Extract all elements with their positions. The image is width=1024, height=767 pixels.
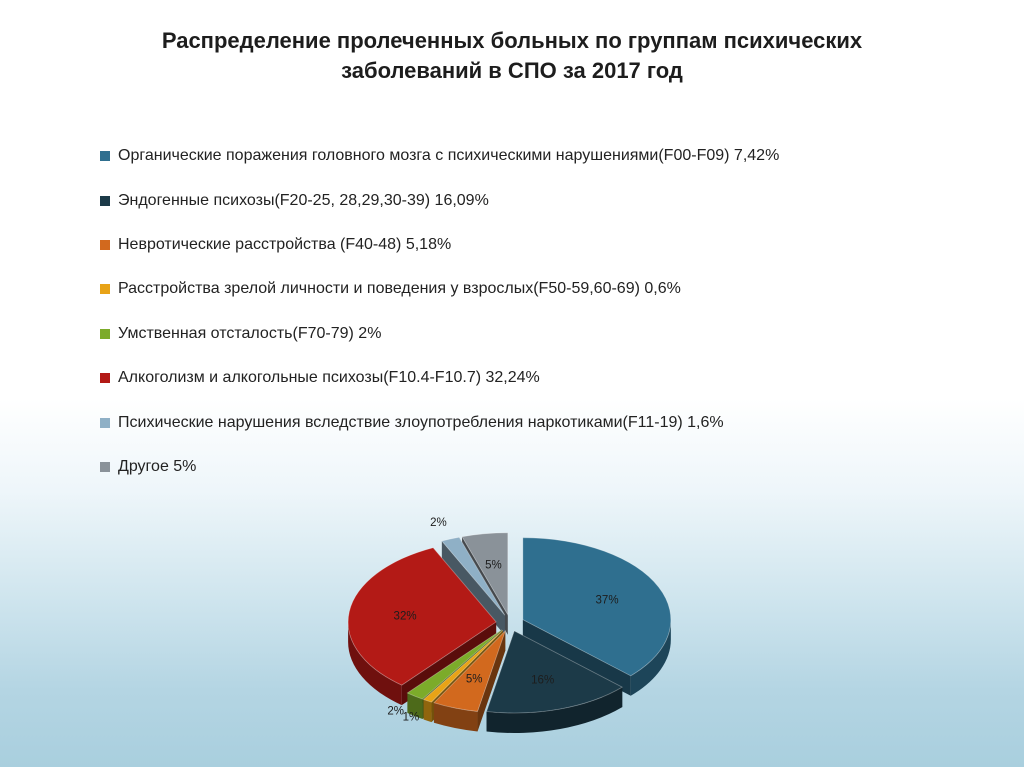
legend-item-neurotic: Невротические расстройства (F40-48) 5,18…	[100, 223, 980, 267]
pie-data-label: 16%	[531, 674, 554, 686]
pie-slice	[461, 532, 509, 617]
pie-slice	[433, 630, 506, 712]
legend-text: Расстройства зрелой личности и поведения…	[118, 280, 681, 298]
legend-swatch	[100, 328, 110, 339]
pie-slice-wall	[441, 540, 505, 636]
pie-data-label: 2%	[387, 706, 404, 718]
legend-swatch	[100, 284, 110, 295]
legend-swatch	[100, 373, 110, 384]
pie-data-label: 5%	[485, 559, 502, 571]
pie-data-label: 32%	[394, 611, 417, 623]
pie-slice-side	[348, 621, 402, 706]
legend-text: Другое 5%	[118, 457, 197, 475]
pie-data-label: 2%	[430, 517, 447, 529]
legend-text: Эндогенные психозы(F20-25, 28,29,30-39) …	[118, 191, 489, 209]
pie-data-label: 1%	[403, 711, 420, 723]
pie-slice	[347, 547, 497, 686]
pie-slice	[441, 536, 506, 616]
legend-swatch	[100, 461, 110, 472]
legend-item-personality: Расстройства зрелой личности и поведения…	[100, 267, 980, 311]
pie-slice-side	[630, 619, 671, 696]
pie-slice	[486, 630, 624, 714]
legend-text: Органические поражения головного мозга с…	[118, 147, 780, 165]
pie-slice-side	[407, 692, 423, 720]
pie-slice-side	[433, 702, 478, 732]
pie-slice-wall	[522, 619, 631, 696]
pie-slice-side	[423, 699, 432, 723]
pie-slice-side	[486, 687, 623, 733]
legend-item-other: Другое 5%	[100, 445, 980, 489]
legend-text: Невротические расстройства (F40-48) 5,18…	[118, 235, 452, 253]
pie-slice	[422, 629, 504, 703]
legend-swatch	[100, 151, 110, 162]
title-line-2: заболеваний в СПО за 2017 год	[341, 58, 683, 83]
pie-slice	[522, 537, 672, 677]
pie-data-label: 5%	[466, 674, 483, 686]
legend-item-drugs: Психические нарушения вследствие злоупот…	[100, 400, 980, 444]
pie-labels: 37%16%5%1%2%32%2%5%	[387, 517, 618, 723]
pie-slice-wall	[407, 629, 502, 713]
pie-tops	[347, 532, 672, 714]
legend-text: Алкоголизм и алкогольные психозы(F10.4-F…	[118, 369, 540, 387]
legend-text: Психические нарушения вследствие злоупот…	[118, 413, 724, 431]
legend-text: Умственная отсталость(F70-79) 2%	[118, 324, 382, 342]
pie-chart: 37%16%5%1%2%32%2%5%	[347, 517, 672, 733]
pie-slice	[406, 629, 503, 700]
slide-title: Распределение пролеченных больных по гру…	[60, 26, 964, 86]
pie-data-label: 37%	[596, 594, 619, 606]
legend: Органические поражения головного мозга с…	[100, 134, 980, 489]
legend-swatch	[100, 417, 110, 428]
legend-swatch	[100, 239, 110, 250]
title-line-1: Распределение пролеченных больных по гру…	[161, 28, 863, 53]
legend-item-mental-retardation: Умственная отсталость(F70-79) 2%	[100, 312, 980, 356]
legend-swatch	[100, 195, 110, 206]
legend-item-organic: Органические поражения головного мозга с…	[100, 134, 980, 178]
legend-item-alcoholism: Алкоголизм и алкогольные психозы(F10.4-F…	[100, 356, 980, 400]
legend-item-endogenous: Эндогенные психозы(F20-25, 28,29,30-39) …	[100, 178, 980, 222]
